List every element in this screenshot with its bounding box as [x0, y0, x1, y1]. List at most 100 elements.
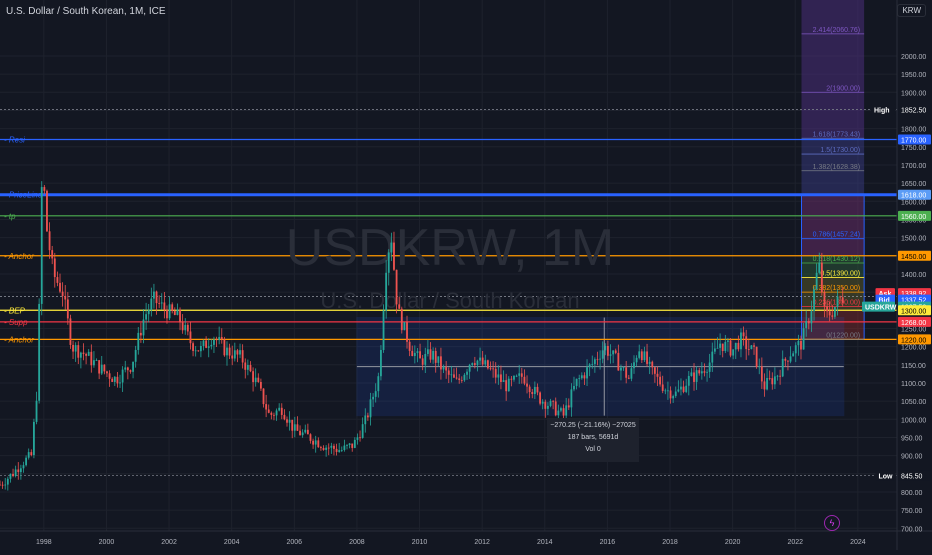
candle-body — [544, 401, 547, 409]
candle-body — [25, 457, 28, 466]
candle-body — [301, 432, 304, 436]
candle-body — [424, 353, 427, 365]
candle-body — [74, 345, 77, 352]
candle-body — [497, 374, 500, 378]
candle-body — [163, 302, 166, 310]
hline-label: - tp — [4, 212, 16, 221]
candle-body — [134, 349, 137, 362]
candle-body — [442, 366, 445, 370]
y-tick-label: 1400.00 — [901, 272, 926, 279]
price-label-bg — [898, 134, 931, 145]
price-label-value: 845.50 — [901, 473, 923, 480]
candle-body — [51, 250, 54, 259]
candle-body — [586, 367, 588, 379]
price-label-tag: Low — [879, 473, 894, 480]
candle-body — [460, 379, 463, 381]
candle-body — [685, 385, 688, 392]
candle-body — [416, 351, 419, 353]
candle-body — [617, 352, 620, 371]
y-tick-label: 1600.00 — [901, 199, 926, 206]
candle-body — [758, 366, 761, 368]
candle-body — [492, 368, 495, 370]
candle-body — [794, 345, 797, 354]
candle-body — [299, 430, 301, 436]
candle-body — [17, 469, 20, 473]
lightning-icon[interactable]: ϟ — [824, 515, 840, 531]
candle-body — [166, 309, 168, 319]
candle-body — [554, 401, 557, 416]
candle-body — [659, 376, 662, 385]
candle-body — [711, 351, 714, 363]
candle-body — [463, 374, 466, 381]
candle-body — [421, 358, 424, 365]
measure-volume: Vol 0 — [585, 446, 601, 453]
price-label-bg — [898, 104, 931, 115]
candle-body — [155, 291, 158, 304]
candle-body — [839, 296, 842, 298]
candle-body — [820, 262, 823, 293]
candle-body — [254, 377, 257, 383]
currency-badge[interactable]: KRW — [897, 4, 926, 17]
candle-body — [359, 437, 361, 439]
candle-body — [12, 473, 14, 477]
x-tick-label: 2006 — [287, 539, 303, 546]
candle-body — [805, 320, 808, 329]
candle-body — [9, 473, 12, 479]
candle-body — [489, 368, 492, 370]
candle-body — [56, 277, 59, 283]
candle-body — [239, 350, 241, 355]
candle-body — [661, 384, 664, 391]
candle-body — [807, 320, 810, 324]
candle-body — [419, 351, 421, 359]
candle-body — [622, 367, 625, 369]
candle-body — [813, 289, 815, 312]
candle-body — [257, 377, 260, 382]
y-tick-label: 1700.00 — [901, 163, 926, 170]
candle-body — [103, 364, 106, 372]
candle-body — [249, 365, 252, 372]
candle-body — [90, 351, 93, 366]
candle-body — [30, 452, 33, 456]
candle-body — [828, 311, 831, 316]
candle-body — [682, 386, 685, 392]
candle-body — [473, 363, 476, 365]
candle-body — [789, 356, 792, 362]
price-label-value: 1338.92 — [901, 291, 926, 298]
candle-body — [578, 378, 581, 379]
candle-body — [763, 381, 766, 390]
candle-body — [792, 353, 795, 357]
candle-body — [366, 415, 369, 418]
candle-body — [262, 388, 265, 405]
candle-body — [450, 374, 453, 376]
candle-body — [706, 371, 708, 373]
candle-body — [43, 187, 46, 191]
candle-body — [93, 360, 95, 366]
candle-body — [317, 440, 320, 448]
candle-body — [557, 410, 560, 416]
candle-body — [500, 374, 502, 382]
candle-body — [19, 468, 22, 473]
candle-body — [458, 378, 461, 380]
candle-body — [713, 348, 716, 352]
candle-body — [432, 350, 435, 360]
candle-body — [1, 484, 4, 486]
candle-body — [340, 449, 343, 451]
candle-body — [377, 376, 380, 392]
y-tick-label: 1100.00 — [901, 381, 926, 388]
candle-body — [484, 360, 487, 365]
price-label-tag: USDKRW — [865, 305, 897, 312]
candle-body — [335, 448, 338, 452]
price-label-bg — [898, 210, 931, 221]
candle-body — [353, 439, 356, 448]
candle-body — [38, 303, 41, 401]
fib-level-label: 0.5(1390.00) — [820, 271, 860, 278]
candle-body — [278, 407, 281, 411]
candle-body — [231, 355, 234, 359]
candle-body — [14, 469, 17, 477]
candle-body — [79, 352, 82, 358]
candle-body — [286, 419, 288, 423]
candle-body — [270, 412, 273, 415]
